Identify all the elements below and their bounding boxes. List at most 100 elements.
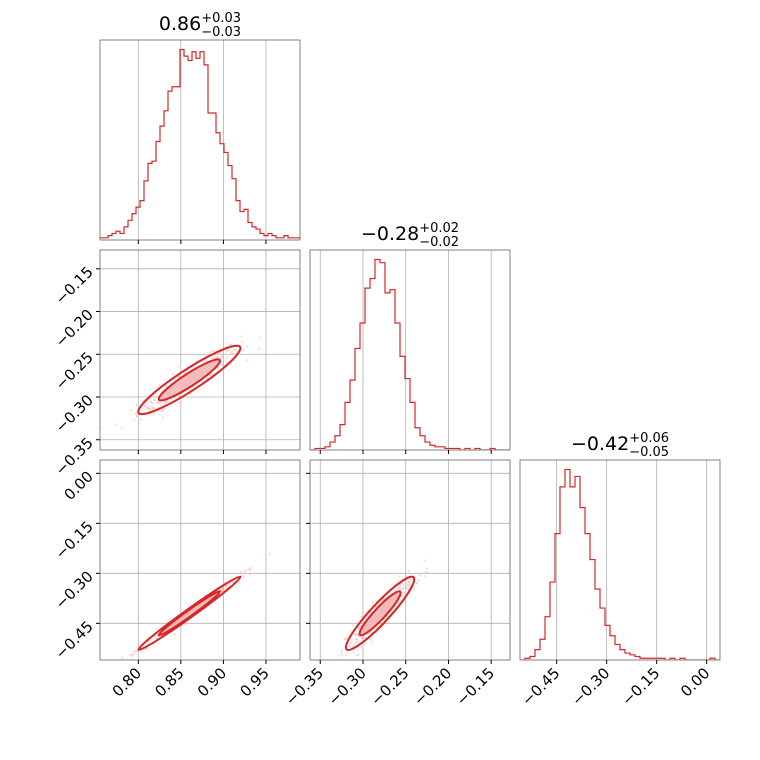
sample-point [225,586,228,589]
x-tick-label: −0.20 [410,664,455,709]
sample-point [245,345,248,348]
sample-point [132,650,135,653]
x-tick-label: 0.80 [109,664,145,700]
sample-point [328,661,330,663]
sample-point [121,657,124,660]
sample-point [154,635,157,638]
sample-point [385,622,388,625]
sample-point [228,348,231,351]
sample-point [163,407,166,410]
x-tick-label: 0.90 [194,664,230,700]
sample-point [409,581,412,584]
sample-point [221,363,224,366]
sample-point [125,660,127,662]
sample-point [355,640,358,643]
sample-point [411,578,414,581]
sample-point [114,423,117,426]
sample-point [245,359,248,362]
sample-point [147,406,150,409]
title-plus: +0.02 [419,221,459,236]
sample-point [383,597,386,600]
sample-point [217,366,220,369]
sample-point [406,583,409,586]
sample-point [356,638,359,641]
sample-point [158,383,161,386]
sample-point [136,415,139,418]
sample-point [413,587,416,590]
sample-point [402,586,405,589]
sample-point [349,641,352,644]
sample-point [242,348,245,351]
grid-x [137,460,267,660]
sample-point [346,636,349,639]
sample-point [151,407,154,410]
sample-point [249,566,252,569]
sample-point [360,637,363,640]
y-tick-label: −0.20 [52,306,97,351]
sample-point [426,567,429,570]
title-value: −0.42 [571,433,629,455]
hist-panel-2 [309,249,511,451]
sample-point [220,356,223,359]
y-tick-label: −0.45 [52,617,97,662]
sample-point [394,605,397,608]
y-tick-label: −0.30 [52,567,97,612]
sample-point [183,623,186,626]
sample-point [161,409,164,412]
sample-point [164,400,167,403]
histogram-1 [100,48,300,240]
sample-point [378,628,381,631]
sample-point [218,352,221,355]
sample-point [340,649,343,652]
y-tick-label: −0.15 [52,517,97,562]
sample-point [351,640,354,643]
pair-panel-1-2 [99,249,301,451]
sample-point [132,418,135,421]
sample-point [357,653,360,656]
sample-point [231,352,234,355]
sample-point [137,422,140,425]
sample-point [406,586,409,589]
sample-point [240,574,243,577]
sample-point [248,568,251,571]
sample-point [268,552,271,555]
sample-point [243,570,246,573]
sample-point [156,400,159,403]
sample-point [349,630,352,633]
sample-point [120,426,123,429]
sample-point [360,645,363,648]
sample-point [358,635,361,638]
sample-point [173,633,176,636]
sample-point [114,665,116,667]
y-tick-label: −0.25 [52,348,97,393]
sample-point [398,586,401,589]
sample-point [418,579,421,582]
sample-point [355,654,358,657]
sample-point [393,583,396,586]
sample-point [166,400,169,403]
x-tick-label: −0.30 [325,664,370,709]
contour-level-2 [157,590,222,637]
sample-point [212,357,215,360]
sample-point [355,633,358,636]
title-minus: −0.02 [419,235,459,250]
sample-point [156,402,159,405]
sample-point [135,651,138,654]
sample-point [212,350,215,353]
sample-point [229,343,232,346]
sample-point [149,407,152,410]
grid-x [137,40,267,240]
sample-point [168,400,171,403]
sample-point [230,362,233,365]
sample-point [348,645,351,648]
title-value: −0.28 [361,223,419,245]
sample-point [153,398,156,401]
sample-point [144,404,147,407]
sample-point [210,357,213,360]
sample-point [331,672,333,674]
sample-point [205,358,208,361]
sample-point [403,592,406,595]
grid-y [310,472,510,624]
sample-point [139,418,142,421]
